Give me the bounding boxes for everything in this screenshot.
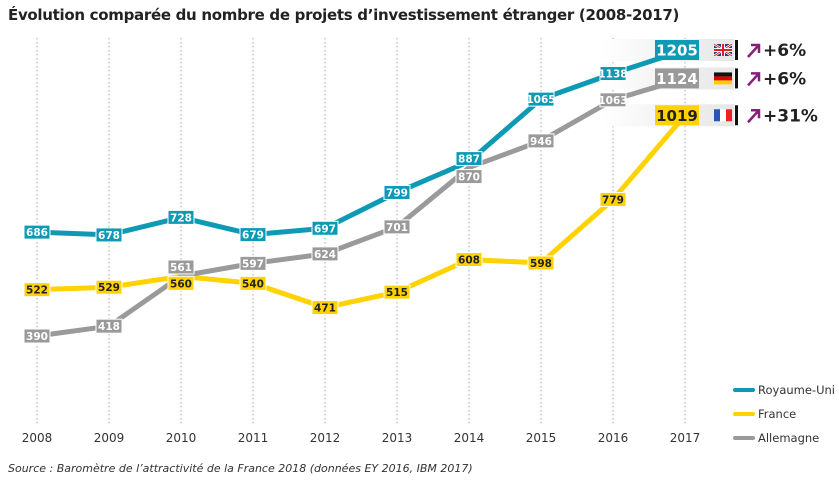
flag-part [714,109,720,122]
series-line-france [36,113,687,311]
data-label: 561 [170,262,192,274]
data-label: 679 [242,230,264,242]
data-label-box [239,275,267,291]
flag-part [720,109,726,122]
germany-flag-icon [714,72,732,85]
data-label-box [527,133,555,149]
change-label: +6% [763,69,806,89]
change-label: +31% [763,106,818,126]
change-label: +6% [763,41,806,61]
series-line-royaume-uni [36,47,686,238]
series-line-allemagne [36,76,686,339]
x-tick-label: 2008 [22,431,53,445]
data-label: 597 [242,258,264,270]
data-label-box [23,224,51,240]
data-label: 390 [26,331,48,343]
flag-part [714,80,732,85]
data-label-box [311,246,339,262]
data-label-box [167,209,195,225]
data-label-box [383,219,411,235]
data-label: 529 [98,282,120,294]
flag-part [714,76,732,81]
data-label: 1124 [656,70,698,88]
data-label-box [311,300,339,316]
data-label: 1205 [656,42,698,60]
flag-part [714,72,732,77]
up-arrow-icon [747,72,761,87]
separator-bar [735,68,738,89]
data-label: 728 [170,212,192,224]
x-tick-label: 2014 [454,431,485,445]
data-label: 1138 [598,69,627,81]
data-label: 540 [242,278,264,290]
flag-part [714,44,732,56]
data-label-box [655,105,699,126]
separator-bar [735,105,738,126]
up-arrow-icon [747,109,761,124]
data-label: 608 [458,254,480,266]
data-label-box [527,255,555,271]
data-label-box [23,328,51,344]
data-label: 1019 [656,107,698,125]
data-label-box [655,40,699,60]
data-label-box [23,282,51,298]
data-label-box [527,91,555,107]
x-tick-label: 2012 [310,431,341,445]
x-tick-label: 2017 [670,431,701,445]
data-label: 418 [98,321,120,333]
data-label: 624 [314,249,336,261]
data-label-box [655,68,699,89]
data-label: 701 [386,222,408,234]
legend-label: Royaume-Uni [758,383,835,397]
data-label: 471 [314,303,336,315]
x-tick-label: 2015 [526,431,557,445]
separator-bar [735,40,738,60]
chart-title: Évolution comparée du nombre de projets … [8,6,680,24]
data-label-box [455,151,483,167]
x-tick-label: 2010 [166,431,197,445]
x-tick-label: 2011 [238,431,269,445]
data-label-box [383,284,411,300]
data-label: 697 [314,223,336,235]
data-label: 799 [386,187,408,199]
data-label-box [239,227,267,243]
data-label-box [383,184,411,200]
data-label-box [599,92,627,108]
x-tick-label: 2013 [382,431,413,445]
data-label: 560 [170,278,192,290]
data-label: 1065 [526,94,555,106]
uk-flag-icon [713,42,733,58]
data-label-box [311,220,339,236]
data-label-box [167,259,195,275]
legend-label: Allemagne [758,431,819,445]
data-label: 870 [458,172,480,184]
data-label: 686 [26,227,48,239]
legend-label: France [758,407,796,421]
data-label: 887 [458,154,480,166]
flag-part [726,109,732,122]
data-label-box [167,275,195,291]
data-label: 946 [530,136,552,148]
data-label-box [455,169,483,185]
data-label: 598 [530,258,552,270]
france-flag-icon [714,109,732,122]
up-arrow-icon [747,43,761,58]
data-label-box [599,191,627,207]
data-label-box [455,251,483,267]
data-label-box [95,227,123,243]
data-label-box [95,318,123,334]
data-label-box [95,279,123,295]
data-label-box [599,66,627,82]
x-tick-label: 2016 [598,431,629,445]
data-label: 1063 [598,95,627,107]
data-label: 522 [26,285,48,297]
data-label-box [239,255,267,271]
data-label: 678 [98,230,120,242]
data-label: 779 [602,194,624,206]
x-tick-label: 2009 [94,431,125,445]
chart-source: Source : Baromètre de l’attractivité de … [8,462,473,475]
data-label: 515 [386,287,408,299]
